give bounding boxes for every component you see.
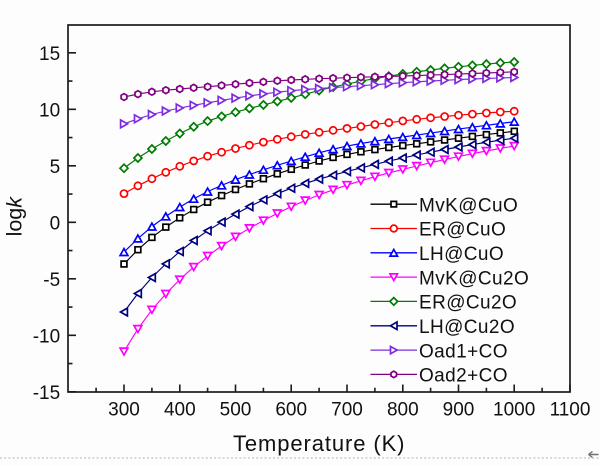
svg-text:-5: -5: [43, 270, 60, 291]
svg-text:400: 400: [164, 400, 196, 421]
svg-text:1000: 1000: [493, 400, 535, 421]
svg-text:300: 300: [108, 400, 140, 421]
svg-text:700: 700: [331, 400, 363, 421]
svg-text:800: 800: [387, 400, 419, 421]
svg-text:LH@CuO: LH@CuO: [419, 244, 504, 265]
svg-text:logk: logk: [3, 196, 27, 237]
svg-text:Temperature (K): Temperature (K): [233, 431, 405, 456]
svg-text:Oad2+CO: Oad2+CO: [419, 366, 508, 387]
svg-text:900: 900: [443, 400, 475, 421]
svg-text:LH@Cu2O: LH@Cu2O: [419, 317, 515, 338]
svg-text:-15: -15: [33, 383, 60, 404]
svg-text:500: 500: [220, 400, 252, 421]
svg-text:ER@CuO: ER@CuO: [419, 220, 506, 241]
svg-text:MvK@Cu2O: MvK@Cu2O: [419, 268, 529, 289]
svg-text:5: 5: [50, 157, 61, 178]
svg-text:600: 600: [275, 400, 307, 421]
svg-text:MvK@CuO: MvK@CuO: [419, 195, 518, 216]
svg-text:-10: -10: [33, 326, 60, 347]
svg-text:15: 15: [39, 44, 60, 65]
svg-text:1100: 1100: [550, 400, 591, 421]
svg-text:10: 10: [39, 101, 60, 122]
svg-text:0: 0: [50, 214, 61, 235]
svg-text:Oad1+CO: Oad1+CO: [419, 341, 508, 362]
svg-text:ER@Cu2O: ER@Cu2O: [419, 293, 517, 314]
